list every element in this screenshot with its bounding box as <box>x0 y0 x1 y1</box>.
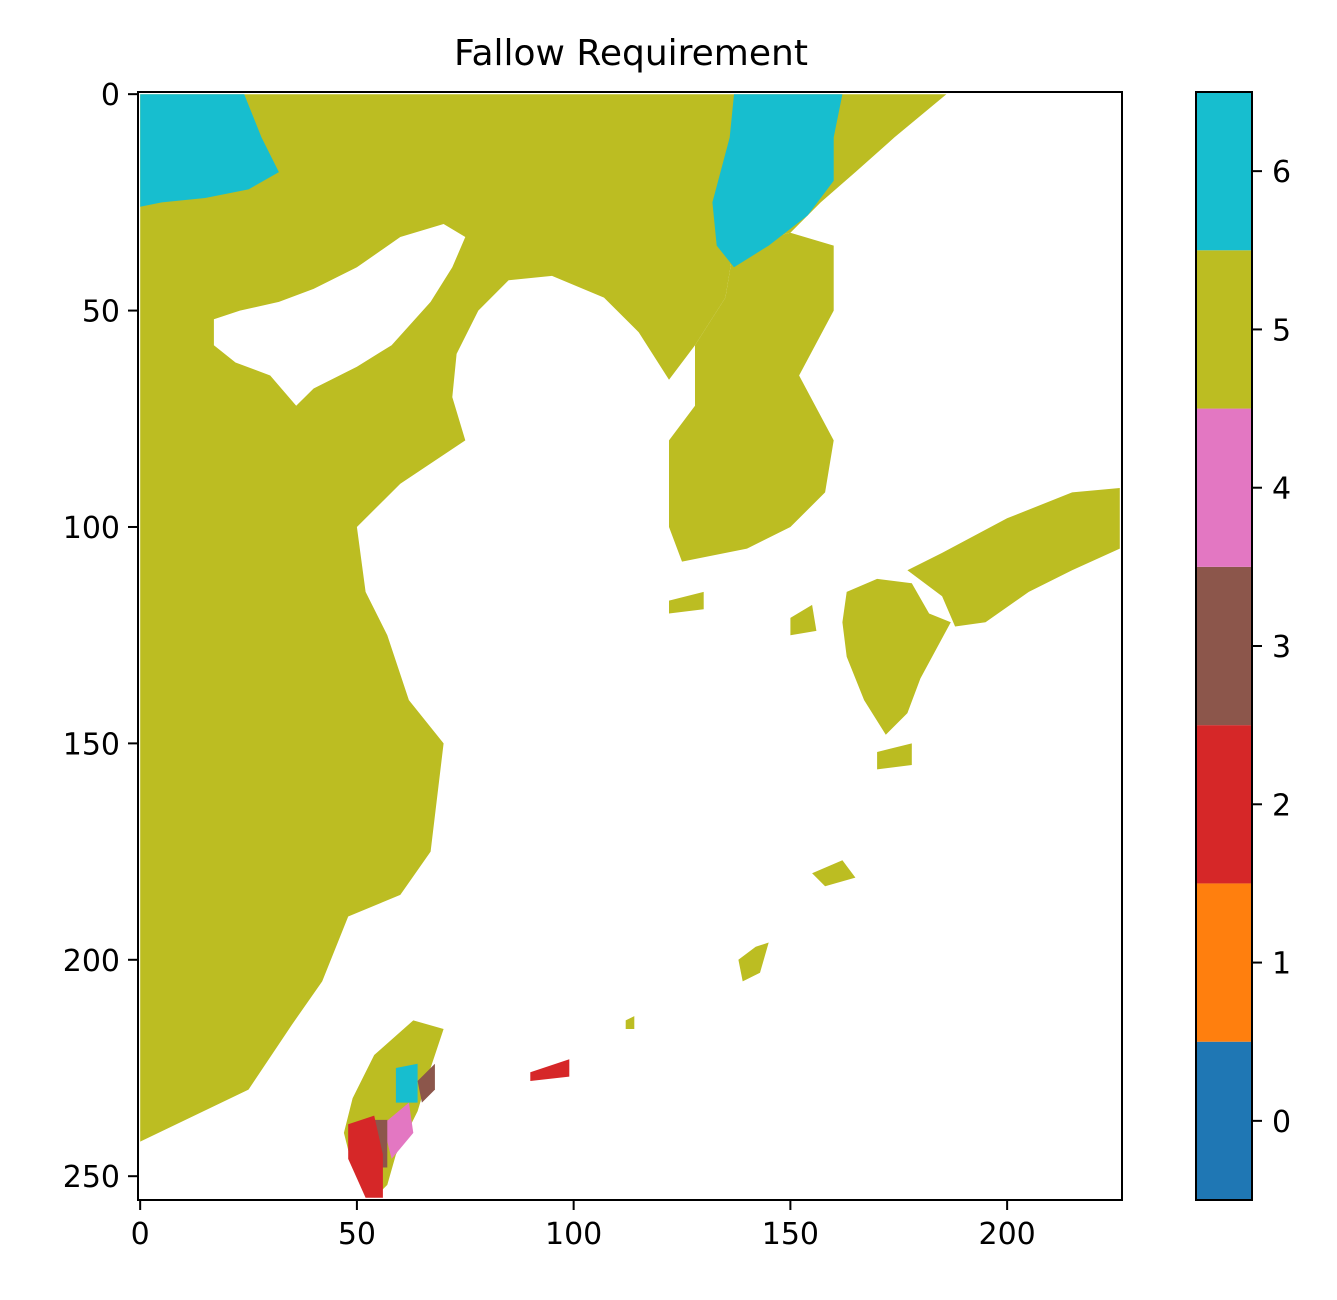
region-kyushu <box>842 578 951 735</box>
colorbar-segment-5 <box>1196 250 1252 409</box>
x-tick-label: 0 <box>131 1217 150 1252</box>
island-5 <box>625 1016 635 1029</box>
region-taiwan-4 <box>382 1102 414 1159</box>
x-tick-label: 100 <box>545 1217 602 1252</box>
island-3 <box>790 604 817 636</box>
y-tick-label: 250 <box>63 1160 120 1195</box>
colorbar: 0 1 2 3 4 5 6 <box>1195 91 1291 1201</box>
colorbar-segment-1 <box>1196 883 1252 1042</box>
colorbar-segment-6 <box>1196 92 1252 251</box>
colorbar-tick-label: 2 <box>1272 788 1291 823</box>
region-korea <box>669 232 834 562</box>
colorbar-segment-0 <box>1196 1041 1252 1200</box>
region-nw-6 <box>140 94 279 207</box>
colorbar-segment-4 <box>1196 408 1252 567</box>
island-0 <box>669 591 704 614</box>
region-ryukyu-2 <box>530 1059 570 1081</box>
y-tick-label: 0 <box>101 78 120 113</box>
x-axis: 0 50 100 150 200 <box>131 1200 1036 1252</box>
x-tick-label: 150 <box>762 1217 819 1252</box>
chart-title: Fallow Requirement <box>454 33 808 74</box>
colorbar-segment-2 <box>1196 725 1252 884</box>
water-bohai-sea <box>213 224 466 406</box>
plot-frame <box>137 91 1123 1201</box>
map-area <box>137 91 1123 1201</box>
island-1 <box>738 942 769 982</box>
colorbar-segment-3 <box>1196 566 1252 726</box>
colorbar-tick-label: 4 <box>1272 472 1291 507</box>
region-ne-tip-6 <box>712 94 843 268</box>
region-taiwan-3b <box>417 1063 435 1103</box>
colorbar-tick-label: 5 <box>1272 313 1291 348</box>
x-tick-label: 200 <box>978 1217 1035 1252</box>
colorbar-ticks: 0 1 2 3 4 5 6 <box>1252 155 1291 1140</box>
map-regions <box>140 94 1120 1198</box>
y-tick-label: 100 <box>63 511 120 546</box>
island-2 <box>812 860 856 887</box>
y-tick-label: 150 <box>63 727 120 762</box>
y-tick-label: 50 <box>82 295 120 330</box>
colorbar-tick-label: 3 <box>1272 630 1291 665</box>
colorbar-tick-label: 0 <box>1272 1105 1291 1140</box>
colorbar-tick-label: 1 <box>1272 947 1291 982</box>
x-tick-label: 50 <box>338 1217 376 1252</box>
region-honshu-shikoku <box>907 488 1120 627</box>
colorbar-segments <box>1196 92 1252 1200</box>
island-4 <box>877 743 912 770</box>
region-taiwan-6 <box>395 1063 418 1103</box>
region-taiwan-2 <box>348 1115 383 1198</box>
colorbar-tick-label: 6 <box>1272 155 1291 190</box>
y-tick-label: 200 <box>63 944 120 979</box>
y-axis: 0 50 100 150 200 250 <box>63 78 138 1195</box>
